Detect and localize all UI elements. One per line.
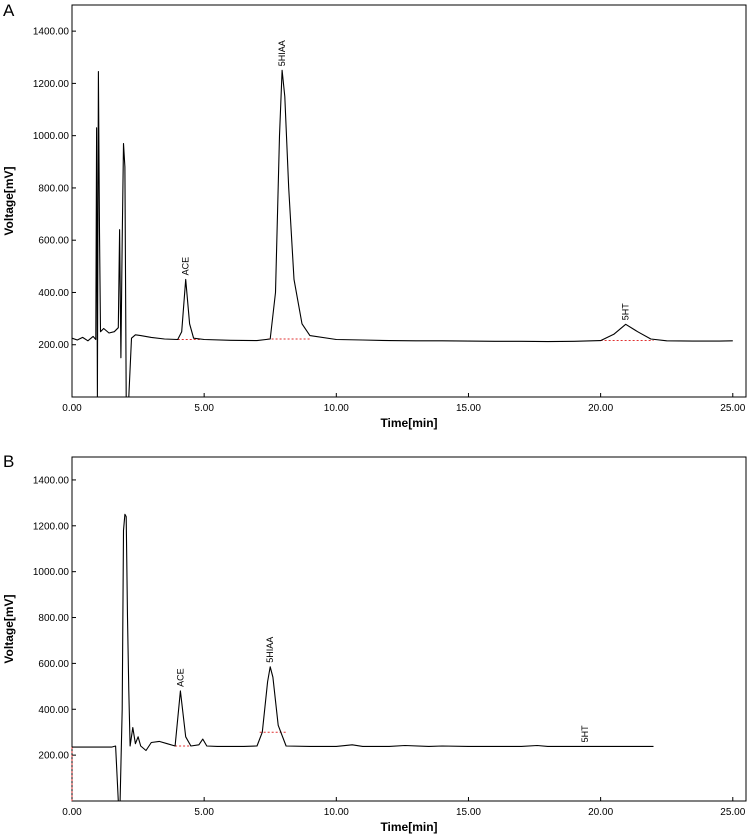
chromatogram-panel-b: B 200.00 400.00 600.00 800.00 1000.00 1200.00… [2,452,747,834]
panel-a-x-tick-label: 20.00 [588,403,613,414]
panel-b-peak-label-5hiaa: 5HIAA [265,637,275,663]
panel-a-peak-baselines [177,338,654,342]
panel-b-x-ticks: 0.00 5.00 10.00 15.00 20.00 25.00 [62,797,746,818]
panel-a-x-tick-label: 10.00 [324,403,349,414]
chromatogram-panel-a: A 200.00 400.00 600.00 800.00 1000.00 1200.00… [2,1,747,430]
panel-a-peak-labels: ACE 5HIAA 5HT [181,40,631,320]
panel-b-peak-label-5ht: 5HT [580,725,590,743]
panel-b-x-tick-label: 20.00 [588,807,613,818]
panel-b-trace [72,513,654,802]
panel-b-y-tick-label: 600.00 [38,659,69,670]
panel-b-peak-label-ace: ACE [175,668,185,687]
panel-b-y-tick-label: 200.00 [38,751,69,762]
panel-a-label: A [3,1,15,20]
panel-a-y-tick-label: 400.00 [38,288,69,299]
panel-b-y-tick-label: 1000.00 [33,567,70,578]
panel-b-peak-labels: ACE 5HIAA 5HT [175,637,589,743]
panel-a-y-tick-label: 1200.00 [33,79,70,90]
panel-a-x-tick-label: 15.00 [456,403,481,414]
panel-a-peak-label-5hiaa: 5HIAA [277,40,287,66]
panel-b-x-tick-label: 5.00 [194,807,214,818]
panel-b-y-axis-title: Voltage[mV] [2,594,16,663]
panel-a-peak-label-5ht: 5HT [621,303,631,321]
panel-a-y-tick-label: 800.00 [38,183,69,194]
panel-b-y-tick-label: 400.00 [38,705,69,716]
panel-a-y-axis-title: Voltage[mV] [2,166,16,235]
panel-b-peak-baselines [71,731,287,801]
panel-b-label: B [3,452,14,471]
panel-b-x-tick-label: 25.00 [720,807,745,818]
panel-a-x-tick-label: 5.00 [194,403,214,414]
panel-b-x-axis-title: Time[min] [380,820,437,834]
panel-a-x-tick-label: 25.00 [720,403,745,414]
panel-a-trace [71,69,733,398]
panel-a-x-ticks: 0.00 5.00 10.00 15.00 20.00 25.00 [62,393,746,414]
panel-a-y-ticks: 200.00 400.00 600.00 800.00 1000.00 1200.00 14… [33,27,76,351]
panel-a-plot-frame [71,4,747,398]
panel-b-y-tick-label: 1400.00 [33,475,70,486]
panel-b-x-tick-label: 0.00 [62,807,82,818]
panel-a-x-axis-title: Time[min] [380,416,437,430]
panel-a-x-tick-label: 0.00 [62,403,82,414]
panel-a-peak-label-ace: ACE [181,257,191,276]
panel-b-y-tick-label: 800.00 [38,613,69,624]
panel-a-y-tick-label: 600.00 [38,236,69,247]
panel-b-y-tick-label: 1200.00 [33,521,70,532]
panel-a-y-tick-label: 1000.00 [33,131,70,142]
panel-b-x-tick-label: 15.00 [456,807,481,818]
panel-a-y-tick-label: 1400.00 [33,27,70,38]
panel-b-plot-frame [71,456,747,802]
panel-b-x-tick-label: 10.00 [324,807,349,818]
panel-a-y-tick-label: 200.00 [38,340,69,351]
panel-b-y-ticks: 200.00 400.00 600.00 800.00 1000.00 1200.00 14… [33,475,76,762]
